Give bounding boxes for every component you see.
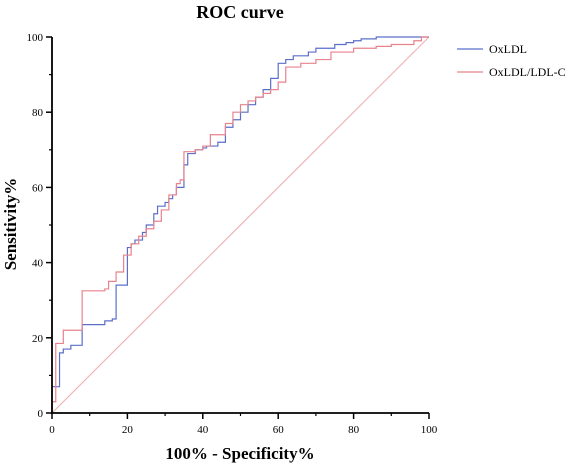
y-axis-label: Sensitivity%: [1, 178, 20, 271]
x-tick-label: 80: [348, 424, 360, 436]
reference-diagonal: [51, 36, 430, 414]
y-tick-label: 40: [32, 258, 44, 270]
x-tick-label: 40: [197, 424, 209, 436]
y-tick-label: 20: [32, 333, 44, 345]
x-tick-label: 20: [122, 424, 134, 436]
y-tick-label: 80: [32, 107, 44, 119]
x-axis-label: 100% - Specificity%: [165, 444, 314, 463]
y-tick-label: 0: [38, 408, 44, 420]
legend-label-oxldl: OxLDL: [489, 42, 527, 56]
chart-title: ROC curve: [196, 2, 283, 22]
y-tick-label: 100: [27, 32, 44, 44]
x-tick-label: 60: [273, 424, 285, 436]
x-tick-label: 100: [421, 424, 438, 436]
legend: OxLDL OxLDL/LDL-C: [457, 42, 566, 79]
x-tick-label: 0: [49, 424, 55, 436]
y-tick-label: 60: [32, 182, 44, 194]
legend-label-ratio: OxLDL/LDL-C: [489, 65, 566, 79]
series-line-oxldl-ldl-c: [51, 36, 429, 413]
